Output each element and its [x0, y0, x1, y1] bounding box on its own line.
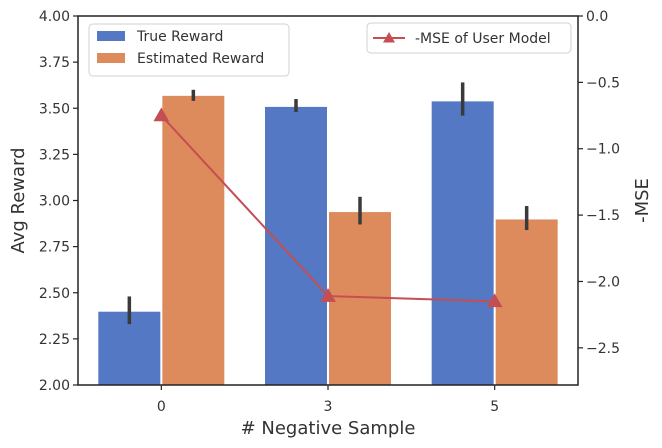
legend-box	[88, 23, 290, 77]
left-tick-label: 3.75	[39, 55, 70, 71]
left-tick-label: 2.00	[39, 378, 70, 394]
legend-box	[366, 22, 572, 54]
legend-bars: True Reward Estimated Reward	[88, 23, 290, 77]
x-tick-label: 3	[324, 399, 333, 415]
legend-triangle-marker	[383, 32, 395, 43]
right-tick-label: −2.0	[586, 274, 620, 290]
legend-swatch	[97, 53, 125, 63]
left-tick-label: 2.25	[39, 332, 70, 348]
error-bars-layer	[127, 82, 529, 325]
left-tick-label: 2.75	[39, 240, 70, 256]
left-tick-label: 2.50	[39, 286, 70, 302]
x-tick-label: 0	[157, 399, 166, 415]
legend-label: True Reward	[136, 29, 223, 45]
legend-label: -MSE of User Model	[415, 31, 551, 47]
mse-point-3	[320, 288, 336, 302]
right-tick-label: 0.0	[586, 9, 608, 25]
x-axis: 0 3 5	[157, 385, 499, 415]
bar-true-reward-3	[264, 105, 328, 386]
x-axis-title: # Negative Sample	[241, 418, 416, 439]
left-tick-label: 3.00	[39, 194, 70, 210]
legend-label: Estimated Reward	[137, 51, 264, 67]
mse-line-layer	[153, 107, 503, 308]
legend-swatch	[97, 31, 125, 41]
left-tick-label: 4.00	[39, 9, 70, 25]
right-tick-label: −0.5	[586, 75, 620, 91]
x-tick-label: 5	[490, 399, 499, 415]
bar-estimated-reward-5	[494, 218, 559, 386]
left-tick-label: 3.50	[39, 101, 70, 117]
y2-axis-title: -MSE	[632, 178, 653, 223]
mse-point-5	[486, 293, 503, 308]
mse-point-0	[153, 107, 170, 122]
bar-true-reward-5	[430, 100, 495, 386]
left-y-axis: 2.00 2.25 2.50 2.75 3.00 3.25 3.50 3.75 4.00	[39, 9, 78, 394]
right-tick-label: −1.0	[586, 142, 620, 158]
bars-layer	[97, 94, 559, 386]
right-tick-label: −2.5	[586, 341, 620, 357]
right-tick-label: −1.5	[586, 208, 620, 224]
y-axis-title: Avg Reward	[8, 147, 29, 253]
legend-line: -MSE of User Model	[366, 22, 572, 54]
right-y-axis: 0.0 −0.5 −1.0 −1.5 −2.0 −2.5	[578, 9, 620, 357]
bar-estimated-reward-0	[161, 94, 226, 386]
left-tick-label: 3.25	[39, 147, 70, 163]
